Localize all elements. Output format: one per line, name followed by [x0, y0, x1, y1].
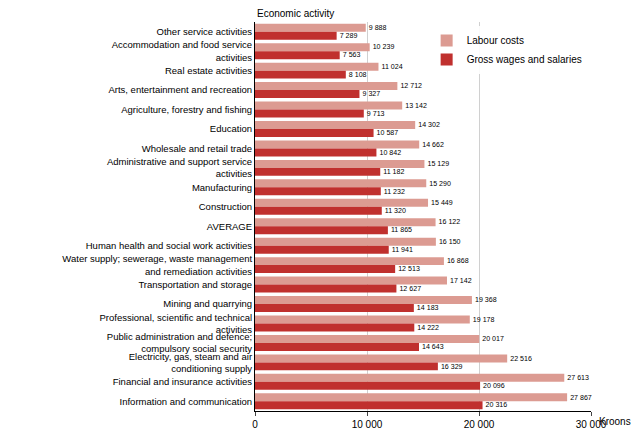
svg-text:7 289: 7 289 [340, 32, 358, 40]
svg-text:12 712: 12 712 [400, 82, 422, 90]
svg-text:9 888: 9 888 [369, 24, 387, 32]
svg-text:Construction: Construction [199, 201, 252, 212]
svg-text:27 867: 27 867 [570, 394, 592, 402]
svg-text:Accommodation and food service: Accommodation and food serviceactivities [112, 39, 253, 62]
svg-text:Real estate activities: Real estate activities [165, 65, 252, 76]
svg-text:19 178: 19 178 [473, 316, 495, 324]
svg-text:Arts, entertainment and recrea: Arts, entertainment and recreation [108, 84, 252, 95]
svg-text:Professional, scientific and t: Professional, scientific and technicalac… [99, 312, 252, 335]
svg-text:Manufacturing: Manufacturing [192, 182, 252, 193]
svg-text:11 865: 11 865 [391, 226, 412, 234]
svg-text:7 563: 7 563 [343, 51, 361, 59]
svg-text:Electricity, gas, steam and ai: Electricity, gas, steam and aircondition… [129, 351, 253, 374]
svg-text:12 627: 12 627 [399, 285, 421, 293]
svg-text:12 513: 12 513 [398, 265, 420, 273]
svg-text:Gross wages and salaries: Gross wages and salaries [467, 54, 582, 65]
svg-text:22 516: 22 516 [510, 355, 532, 363]
svg-text:9 713: 9 713 [367, 110, 385, 118]
svg-text:Information and communication: Information and communication [120, 396, 253, 407]
svg-text:15 129: 15 129 [427, 160, 449, 168]
svg-text:15 449: 15 449 [431, 199, 453, 207]
svg-text:14 643: 14 643 [422, 343, 444, 351]
svg-text:11 024: 11 024 [381, 63, 402, 71]
svg-text:11 182: 11 182 [383, 168, 404, 176]
svg-text:8 108: 8 108 [349, 71, 367, 79]
svg-text:20 316: 20 316 [486, 401, 508, 409]
svg-text:15 290: 15 290 [429, 180, 451, 188]
svg-text:14 662: 14 662 [422, 141, 444, 149]
svg-text:Economic activity: Economic activity [257, 8, 334, 19]
svg-text:Education: Education [210, 123, 252, 134]
svg-text:20 017: 20 017 [482, 335, 504, 343]
svg-text:27 613: 27 613 [567, 374, 589, 382]
svg-text:10 587: 10 587 [377, 129, 399, 137]
svg-text:16 329: 16 329 [441, 363, 463, 371]
svg-text:10 842: 10 842 [379, 149, 401, 157]
svg-text:Financial and insurance activi: Financial and insurance activities [113, 376, 253, 387]
svg-text:Other service activities: Other service activities [157, 26, 253, 37]
svg-text:16 868: 16 868 [447, 257, 469, 265]
svg-text:20 096: 20 096 [483, 382, 505, 390]
svg-text:9 327: 9 327 [362, 90, 380, 98]
svg-text:Water supply; sewerage, waste: Water supply; sewerage, waste management… [62, 253, 252, 276]
svg-text:10 239: 10 239 [373, 43, 395, 51]
svg-text:17 142: 17 142 [450, 277, 472, 285]
svg-text:14 302: 14 302 [418, 121, 440, 129]
svg-text:0: 0 [252, 419, 258, 430]
svg-text:14 222: 14 222 [417, 324, 439, 332]
svg-text:Wholesale and retail trade: Wholesale and retail trade [142, 143, 252, 154]
svg-text:Kroons: Kroons [599, 416, 631, 427]
svg-text:20 000: 20 000 [464, 419, 495, 430]
svg-text:Human health and social work a: Human health and social work activities [86, 240, 253, 251]
svg-text:19 368: 19 368 [475, 296, 497, 304]
svg-text:16 150: 16 150 [439, 238, 461, 246]
svg-text:Transportation and storage: Transportation and storage [138, 279, 252, 290]
svg-text:11 232: 11 232 [384, 188, 405, 196]
svg-text:16 122: 16 122 [439, 218, 461, 226]
svg-text:13 142: 13 142 [405, 102, 427, 110]
svg-text:AVERAGE: AVERAGE [207, 221, 252, 232]
svg-text:Public administration and defe: Public administration and defence;compul… [107, 331, 252, 354]
svg-text:Labour costs: Labour costs [467, 35, 524, 46]
svg-text:Administrative and support ser: Administrative and support serviceactivi… [107, 156, 252, 179]
svg-text:11 320: 11 320 [385, 207, 406, 215]
svg-text:Mining and quarrying: Mining and quarrying [163, 298, 252, 309]
svg-text:Agriculture, forestry and fish: Agriculture, forestry and fishing [121, 104, 252, 115]
svg-text:11 941: 11 941 [392, 246, 413, 254]
svg-text:14 183: 14 183 [417, 304, 439, 312]
svg-text:30 000: 30 000 [576, 419, 607, 430]
svg-text:10 000: 10 000 [352, 419, 383, 430]
